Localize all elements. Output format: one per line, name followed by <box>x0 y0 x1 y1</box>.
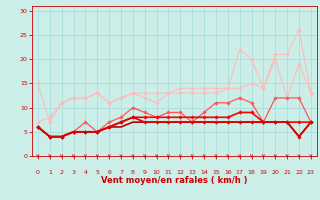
X-axis label: Vent moyen/en rafales ( km/h ): Vent moyen/en rafales ( km/h ) <box>101 176 248 185</box>
